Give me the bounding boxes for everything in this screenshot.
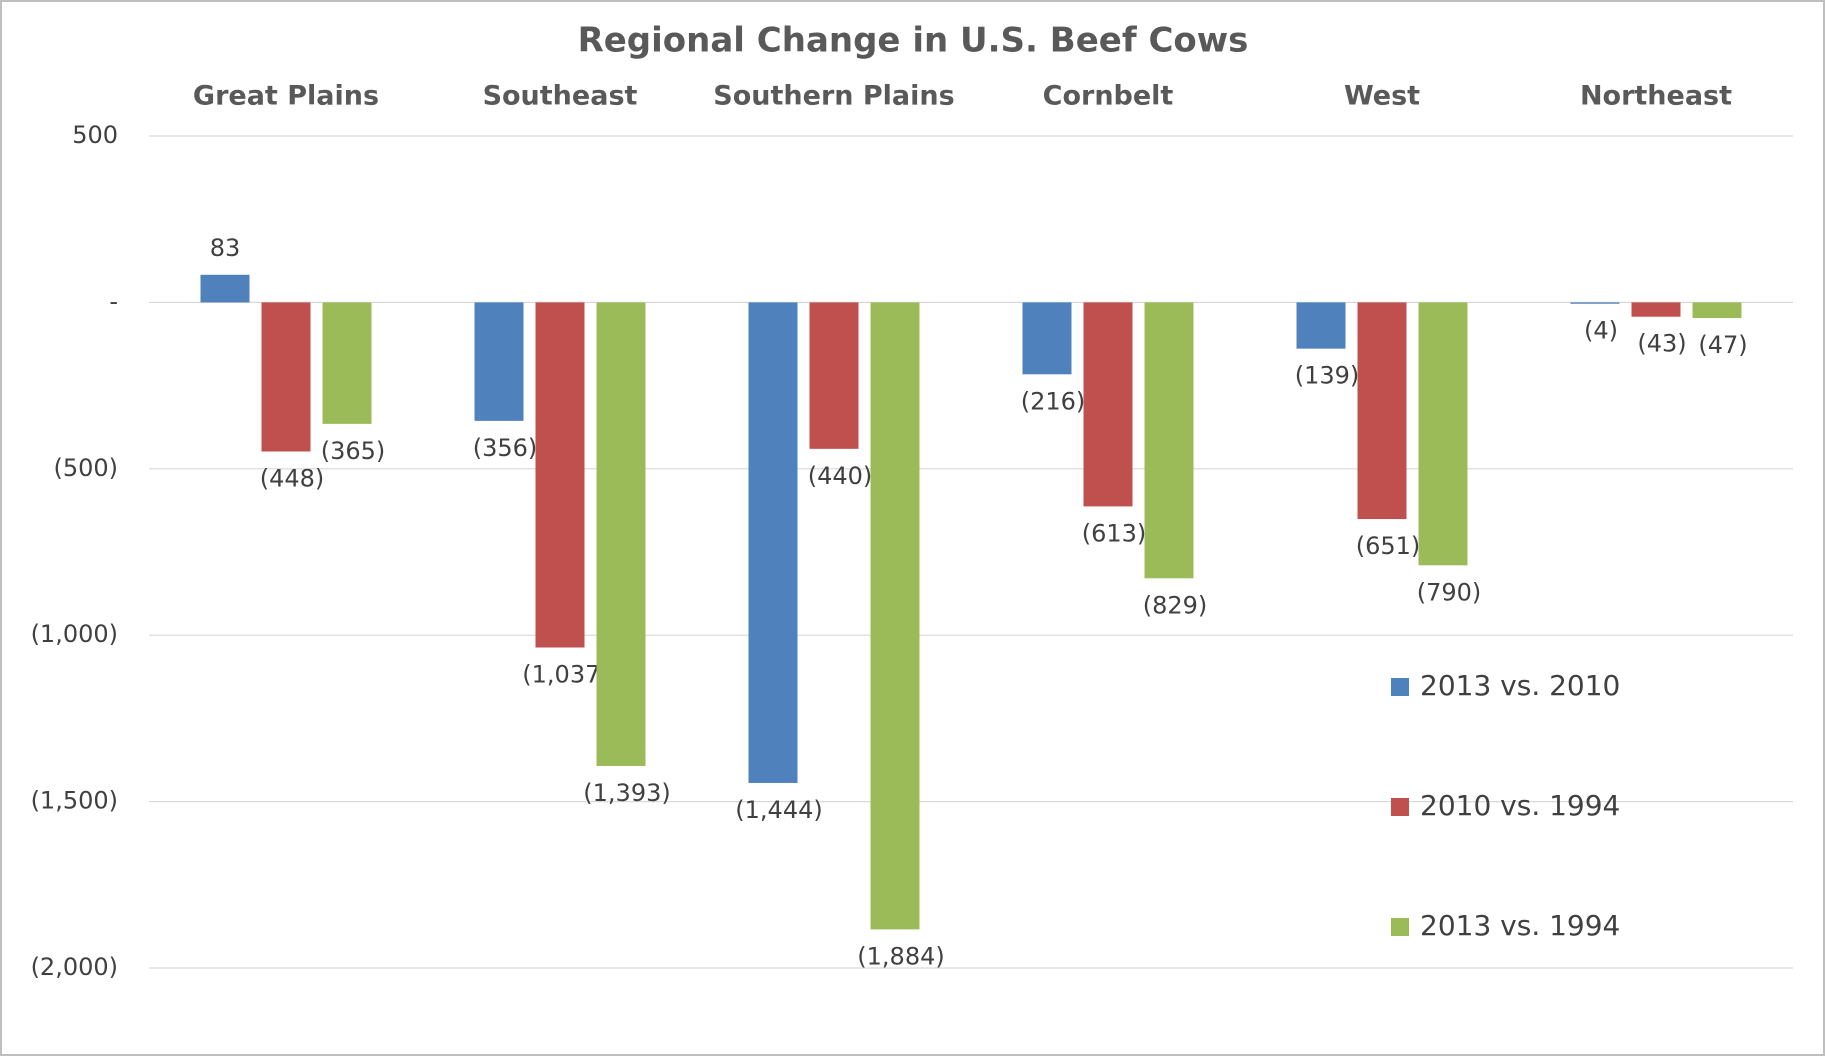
data-label: (440) — [808, 462, 873, 490]
x-tick-label: West — [1344, 81, 1420, 112]
y-tick-label: - — [109, 287, 118, 315]
legend-swatch — [1391, 798, 1409, 816]
bar — [1144, 302, 1194, 579]
bar — [1692, 302, 1742, 319]
y-tick-label: (500) — [53, 454, 118, 482]
data-label: (829) — [1143, 591, 1208, 619]
bar — [1083, 302, 1133, 507]
y-tick-label: 500 — [72, 121, 118, 149]
legend-swatch — [1391, 678, 1409, 696]
data-label: (1,884) — [857, 942, 944, 970]
x-tick-label: Cornbelt — [1043, 81, 1174, 112]
x-tick-label: Northeast — [1580, 81, 1732, 112]
data-label: (43) — [1637, 330, 1686, 358]
data-label: (216) — [1021, 387, 1086, 415]
data-label: (613) — [1082, 519, 1147, 547]
data-label: (1,393) — [583, 779, 670, 807]
data-label: (47) — [1698, 331, 1747, 359]
legend-swatch — [1391, 918, 1409, 936]
bar — [1631, 302, 1681, 317]
x-tick-label: Southern Plains — [713, 81, 954, 112]
data-label: (139) — [1295, 362, 1360, 390]
bar — [535, 302, 585, 648]
bar — [1357, 302, 1407, 520]
bar — [809, 302, 859, 449]
data-label: (4) — [1584, 317, 1618, 345]
legend-label: 2013 vs. 1994 — [1420, 909, 1620, 942]
y-tick-label: (2,000) — [31, 953, 118, 981]
bar — [596, 302, 646, 766]
data-label: (1,444) — [735, 796, 822, 824]
bar — [1022, 302, 1072, 375]
data-label: (790) — [1417, 578, 1482, 606]
data-label: 83 — [210, 234, 241, 262]
x-tick-label: Southeast — [483, 81, 638, 112]
bar — [1296, 302, 1346, 349]
bar — [200, 274, 250, 303]
data-label: (356) — [473, 434, 538, 462]
y-tick-label: (1,000) — [31, 620, 118, 648]
legend-label: 2013 vs. 2010 — [1420, 669, 1620, 702]
x-tick-label: Great Plains — [193, 81, 379, 112]
bar — [1570, 302, 1620, 304]
bar — [870, 302, 920, 930]
legend-label: 2010 vs. 1994 — [1420, 789, 1620, 822]
data-label: (365) — [321, 437, 386, 465]
bar — [322, 302, 372, 424]
data-label: (448) — [260, 464, 325, 492]
data-label: (1,037) — [522, 661, 609, 689]
bar — [1418, 302, 1468, 566]
bar — [474, 302, 524, 421]
bar — [748, 302, 798, 783]
chart-title: Regional Change in U.S. Beef Cows — [578, 21, 1249, 61]
data-label: (651) — [1356, 532, 1421, 560]
y-tick-label: (1,500) — [31, 787, 118, 815]
bar — [261, 302, 311, 452]
